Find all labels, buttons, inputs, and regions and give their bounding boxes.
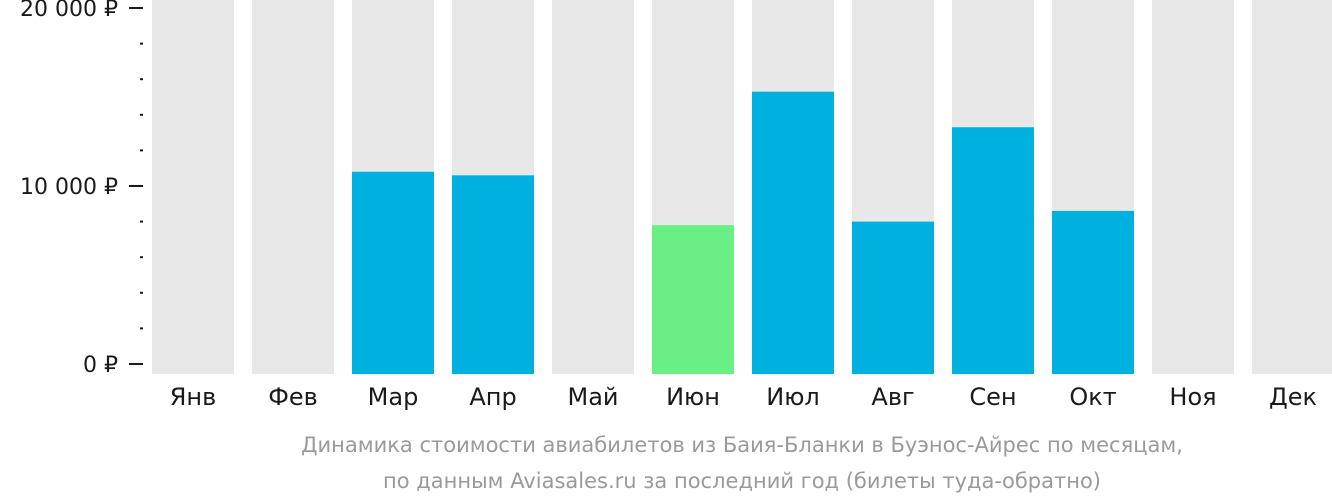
bar-4[interactable] <box>452 175 534 374</box>
bar-9[interactable] <box>952 127 1034 374</box>
bar-3[interactable] <box>352 171 434 374</box>
y-tick-label: 0 ₽ <box>83 353 118 378</box>
y-tick-label: 20 000 ₽ <box>20 0 118 22</box>
x-tick-label: Ноя <box>1169 383 1216 411</box>
bar-10[interactable] <box>1052 210 1134 374</box>
x-tick-label: Май <box>567 383 618 411</box>
data-bars <box>352 91 1134 374</box>
bar-7[interactable] <box>752 91 834 374</box>
x-tick-label: Июн <box>666 383 720 411</box>
y-axis: 0 ₽ 10 000 ₽ 20 000 ₽ <box>20 0 143 378</box>
x-axis: Янв Фев Мар Апр Май Июн Июл Авг Сен Окт Ноя Дек <box>170 383 1317 411</box>
background-columns <box>152 0 1332 374</box>
chart-caption: Динамика стоимости авиабилетов из Баия-Б… <box>301 433 1183 493</box>
x-tick-label: Сен <box>969 383 1016 411</box>
y-tick-label: 10 000 ₽ <box>20 175 118 200</box>
x-tick-label: Апр <box>469 383 516 411</box>
x-tick-label: Мар <box>368 383 419 411</box>
background-column-5 <box>552 0 634 374</box>
x-tick-label: Янв <box>170 383 217 411</box>
caption-line-2: по данным Aviasales.ru за последний год … <box>383 469 1101 493</box>
caption-line-1: Динамика стоимости авиабилетов из Баия-Б… <box>301 433 1183 457</box>
x-tick-label: Июл <box>766 383 820 411</box>
bar-6[interactable] <box>652 225 734 374</box>
background-column-12 <box>1252 0 1332 374</box>
background-column-2 <box>252 0 334 374</box>
background-column-11 <box>1152 0 1234 374</box>
x-tick-label: Авг <box>871 383 914 411</box>
x-tick-label: Окт <box>1069 383 1116 411</box>
background-column-1 <box>152 0 234 374</box>
x-tick-label: Дек <box>1269 383 1317 411</box>
x-tick-label: Фев <box>268 383 318 411</box>
bar-8[interactable] <box>852 221 934 374</box>
